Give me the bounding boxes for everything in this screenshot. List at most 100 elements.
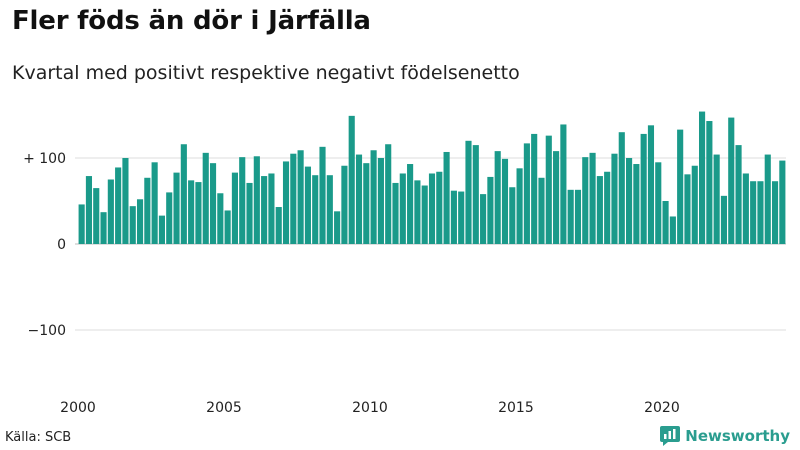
bar <box>326 175 333 244</box>
bar <box>253 156 260 244</box>
y-tick-label: + 100 <box>23 151 66 167</box>
bar <box>531 133 538 244</box>
bar <box>691 165 698 244</box>
bar <box>494 151 501 244</box>
bar <box>574 189 582 244</box>
bar <box>195 182 202 244</box>
x-tick-label: 2020 <box>644 400 680 416</box>
bar <box>202 152 209 244</box>
bar <box>706 121 713 244</box>
y-tick-label: −100 <box>28 323 66 339</box>
y-tick-label: 0 <box>57 237 66 253</box>
bar <box>699 111 706 244</box>
bar <box>297 150 304 244</box>
bar <box>224 210 231 244</box>
bar <box>122 158 129 244</box>
bar <box>604 171 611 244</box>
bar <box>246 182 253 244</box>
bar <box>458 191 465 244</box>
bar <box>231 172 238 244</box>
bar <box>560 124 567 244</box>
bar <box>750 181 757 244</box>
bar <box>779 160 786 244</box>
bar <box>509 187 516 244</box>
bar <box>480 194 487 244</box>
bar <box>655 162 662 244</box>
bar <box>553 151 560 244</box>
bar <box>501 158 509 244</box>
x-tick-label: 2000 <box>60 400 96 416</box>
bar <box>720 195 728 244</box>
bar <box>85 176 93 244</box>
bar <box>742 173 749 244</box>
bar <box>523 143 530 244</box>
bar <box>428 173 436 244</box>
bar <box>618 132 625 244</box>
brand-name: Newsworthy <box>685 427 790 445</box>
chart-subtitle: Kvartal med positivt respektive negativt… <box>12 62 520 84</box>
bar <box>78 204 85 244</box>
bar <box>304 166 311 244</box>
bar <box>713 154 720 244</box>
bar <box>239 157 246 244</box>
bar <box>596 176 603 244</box>
bar <box>626 158 633 244</box>
x-tick-label: 2005 <box>206 400 242 416</box>
bar <box>757 181 764 244</box>
x-tick-label: 2010 <box>352 400 388 416</box>
bar <box>436 171 443 244</box>
bar <box>684 174 691 244</box>
bar <box>443 151 450 244</box>
bar <box>662 201 669 244</box>
bar <box>348 115 355 244</box>
bar <box>399 173 406 244</box>
bar <box>319 146 326 244</box>
bar <box>209 163 217 244</box>
bar <box>450 190 457 244</box>
bar <box>538 177 545 244</box>
bar <box>370 150 377 244</box>
bar <box>589 152 596 244</box>
bar <box>640 133 647 244</box>
bar <box>669 216 676 244</box>
bar <box>129 206 136 244</box>
bar <box>385 144 392 244</box>
bar <box>173 172 180 244</box>
bar <box>136 199 144 244</box>
bar <box>93 188 100 244</box>
bar <box>144 177 151 244</box>
x-tick-label: 2015 <box>498 400 534 416</box>
bar <box>158 215 165 244</box>
bar <box>465 140 472 244</box>
bar <box>545 135 552 244</box>
bar <box>100 212 107 244</box>
bar <box>516 168 523 244</box>
bar <box>151 162 158 244</box>
bar <box>407 164 414 244</box>
bar <box>275 207 282 244</box>
bar <box>217 193 224 244</box>
bar <box>567 189 574 244</box>
newsworthy-logo-icon <box>660 426 681 446</box>
bar <box>261 176 268 244</box>
bar <box>290 153 297 244</box>
bar <box>421 185 428 244</box>
newsworthy-brand: Newsworthy <box>660 426 790 446</box>
bar <box>282 161 290 244</box>
bar <box>728 117 735 244</box>
bar <box>582 157 589 244</box>
bar <box>677 129 684 244</box>
bar <box>166 192 173 244</box>
bar <box>472 145 479 244</box>
bar <box>764 154 771 244</box>
bar <box>647 125 655 244</box>
bar <box>341 165 348 244</box>
bar <box>268 173 275 244</box>
bar <box>735 145 742 244</box>
bar <box>334 211 341 244</box>
bar <box>180 144 187 244</box>
bar <box>363 163 370 244</box>
bar <box>392 182 399 244</box>
bar <box>355 154 363 244</box>
